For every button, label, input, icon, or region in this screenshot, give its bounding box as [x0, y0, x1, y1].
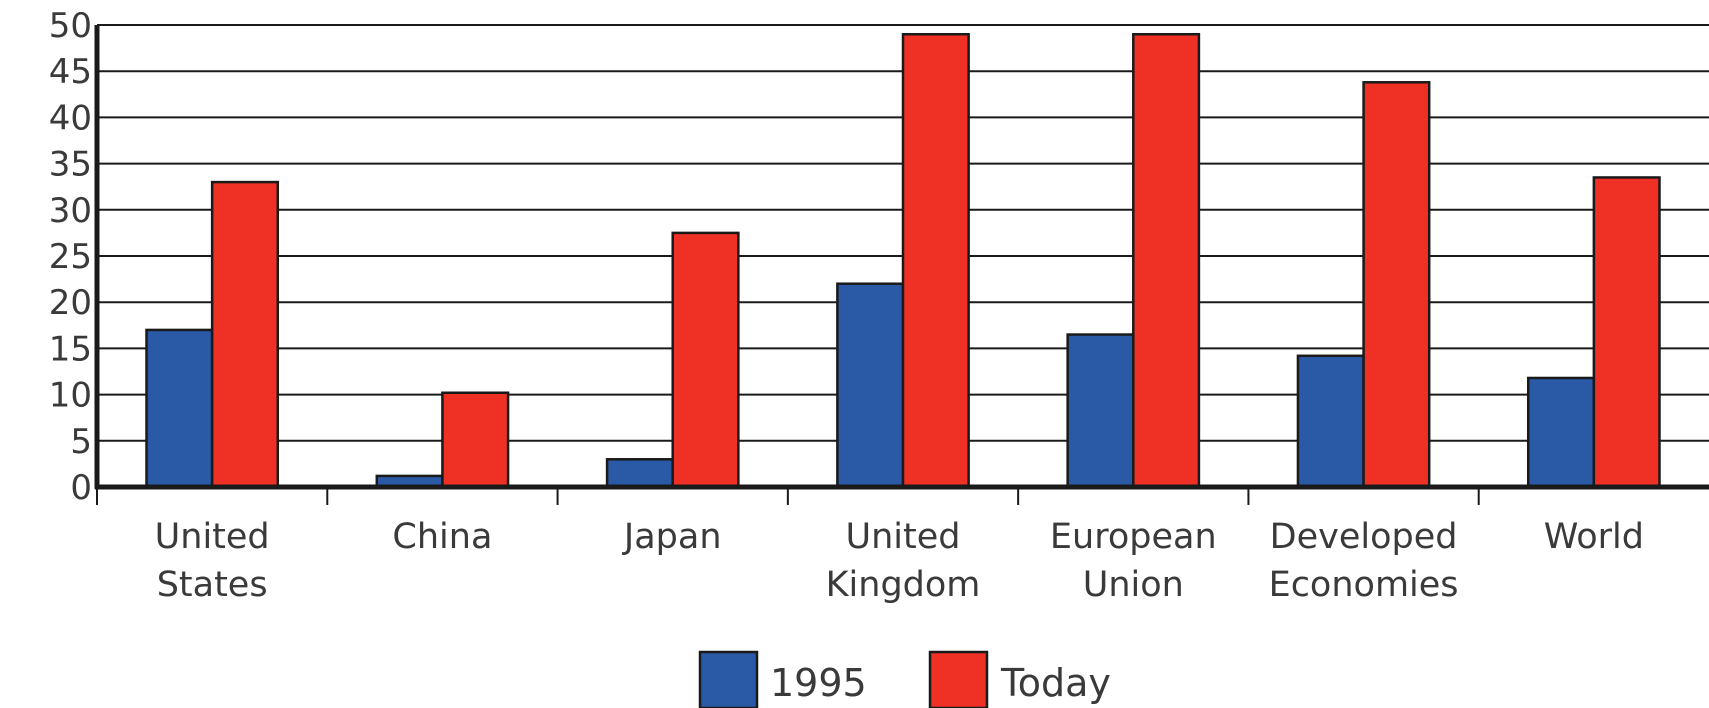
- y-tick-label: 40: [49, 98, 92, 138]
- bar-today-3: [901, 32, 970, 489]
- category-label: Developed Economies: [1269, 517, 1459, 605]
- category-label-line: Economies: [1269, 565, 1459, 605]
- category-label-line: United: [846, 517, 961, 557]
- y-tick-label: 0: [70, 468, 92, 508]
- y-tick-label: 5: [70, 422, 92, 462]
- y-tick-label: 35: [49, 145, 92, 185]
- bar-today-0: [210, 180, 280, 489]
- category-label: World: [1544, 517, 1644, 557]
- legend-label-1995: 1995: [770, 661, 867, 705]
- axes: [94, 25, 1709, 505]
- bar-today-6: [1592, 176, 1661, 489]
- category-label: United States: [155, 517, 270, 605]
- y-tick-label: 25: [49, 237, 92, 277]
- legend: 1995 Today: [698, 650, 1111, 708]
- category-label-line: China: [392, 517, 492, 557]
- category-label: European Union: [1050, 517, 1217, 605]
- bar-1995-2: [605, 458, 674, 489]
- bar-1995-4: [1066, 333, 1135, 489]
- legend-label-today: Today: [1000, 661, 1111, 705]
- bars: [145, 32, 1661, 489]
- category-label-line: Union: [1083, 565, 1184, 605]
- category-label: United Kingdom: [826, 517, 981, 605]
- y-tick-label: 50: [49, 6, 92, 46]
- category-label: Japan: [622, 517, 722, 557]
- category-label-line: European: [1050, 517, 1217, 557]
- category-label-line: United: [155, 517, 270, 557]
- bar-today-4: [1132, 32, 1201, 489]
- x-axis-category-labels: United States China Japan United Kingdom Europ…: [155, 517, 1644, 605]
- category-label-line: Developed: [1270, 517, 1458, 557]
- category-label-line: World: [1544, 517, 1644, 557]
- bar-1995-3: [836, 282, 905, 489]
- bar-today-1: [441, 391, 510, 489]
- legend-swatch-1995: [698, 650, 759, 708]
- y-axis-tick-labels: 0 5 10 15 20 25 30 35 40 45 50: [49, 6, 92, 508]
- y-tick-label: 30: [49, 191, 92, 231]
- category-label-line: States: [157, 565, 268, 605]
- y-tick-label: 15: [49, 329, 92, 369]
- bar-today-5: [1362, 81, 1431, 489]
- bar-1995-6: [1526, 376, 1596, 489]
- category-label-line: Japan: [622, 517, 722, 557]
- y-tick-label: 45: [49, 52, 92, 92]
- y-tick-label: 20: [49, 283, 92, 323]
- bar-today-2: [671, 231, 740, 489]
- bar-1995-0: [145, 328, 214, 489]
- category-label-line: Kingdom: [826, 565, 981, 605]
- y-tick-label: 10: [49, 376, 92, 416]
- category-label: China: [392, 517, 492, 557]
- bar-1995-5: [1296, 354, 1365, 489]
- legend-swatch-today: [928, 650, 989, 708]
